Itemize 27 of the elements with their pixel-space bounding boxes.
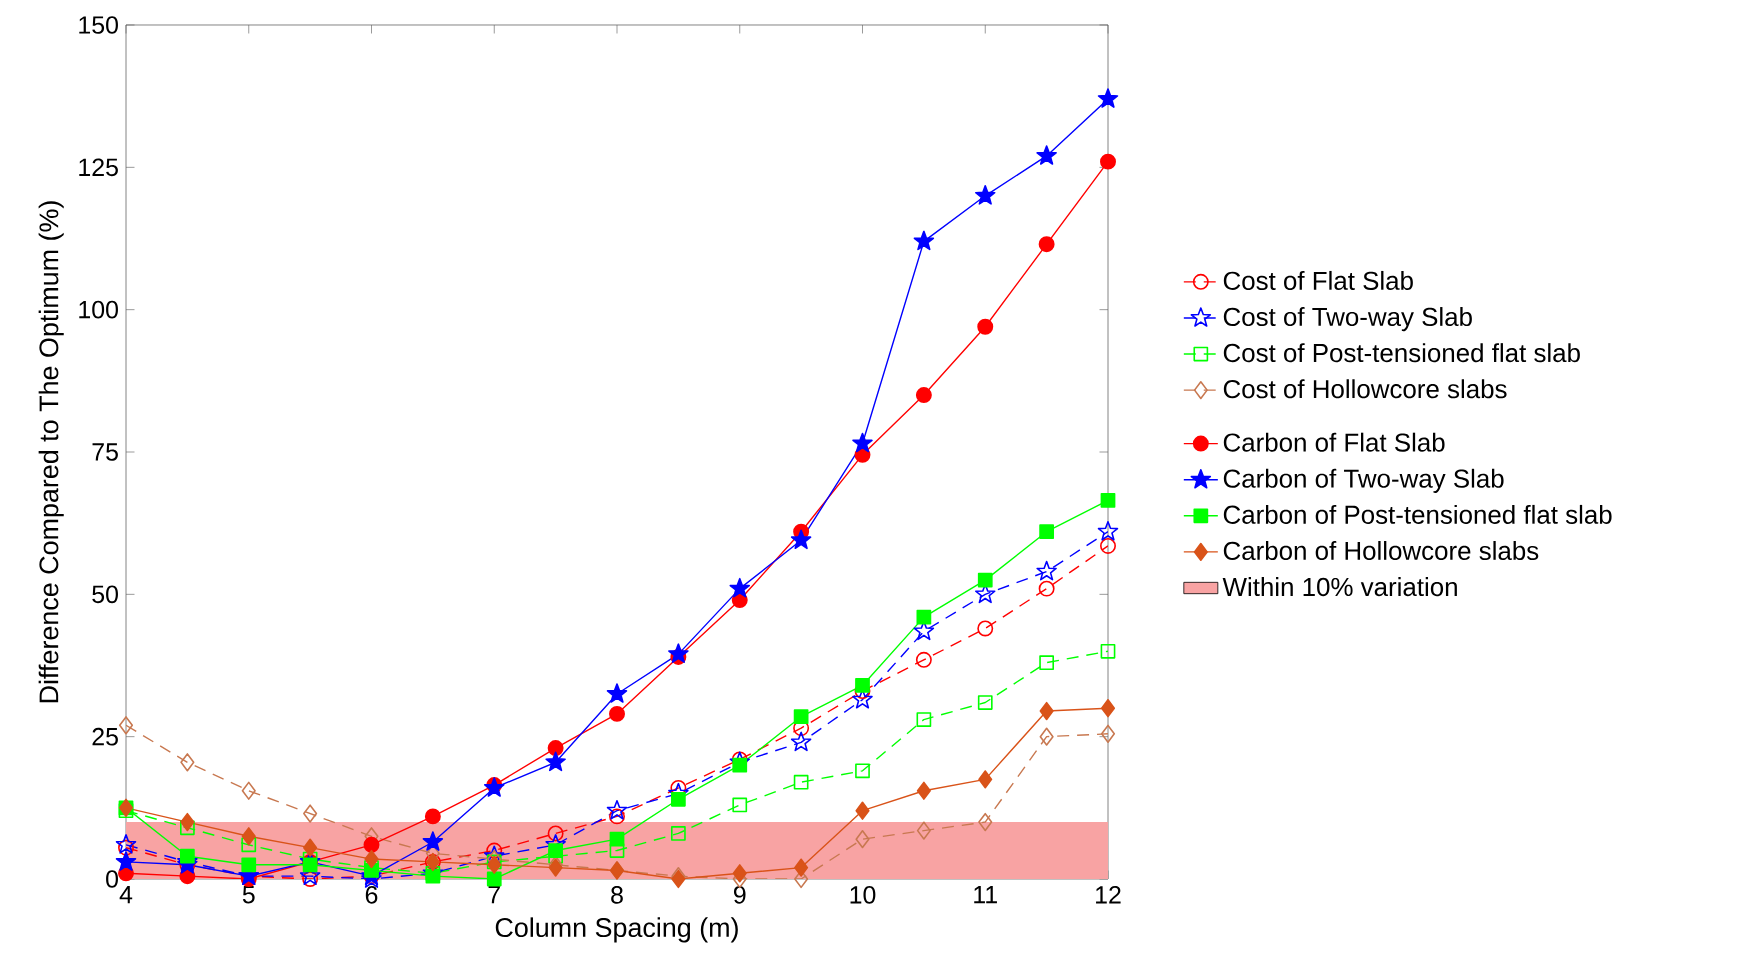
legend-label: Carbon of Post-tensioned flat slab	[1223, 504, 1612, 524]
x-tick-label: 10	[850, 886, 876, 904]
legend-label: Cost of Flat Slab	[1223, 270, 1413, 290]
x-tick-label: 5	[242, 886, 255, 904]
legend-label: Cost of Hollowcore slabs	[1223, 379, 1507, 399]
legend-label: Cost of Post-tensioned flat slab	[1223, 343, 1580, 363]
x-tick-label: 7	[488, 886, 500, 904]
x-axis-title: Column Spacing (m)	[495, 917, 738, 943]
legend-label: Carbon of Flat Slab	[1223, 432, 1445, 452]
legend-label: Within 10% variation	[1222, 577, 1457, 597]
y-tick-label: 25	[92, 727, 118, 746]
legend-label: Carbon of Two-way Slab	[1223, 468, 1504, 493]
y-tick-label: 125	[79, 158, 118, 177]
x-tick-label: 9	[733, 886, 746, 904]
y-tick-label: 100	[79, 300, 118, 319]
y-tick-label: 0	[106, 870, 118, 888]
legend-label: Cost of Two-way Slab	[1223, 307, 1472, 332]
y-tick-label: 75	[92, 443, 118, 461]
y-axis-title: Difference Compared to The Optimum (%)	[38, 201, 64, 703]
x-tick-label: 11	[974, 886, 997, 904]
x-tick-label: 4	[119, 886, 133, 904]
legend-label: Carbon of Hollowcore slabs	[1223, 541, 1539, 561]
y-tick-label: 150	[79, 16, 118, 34]
x-tick-label: 8	[611, 886, 623, 904]
x-tick-label: 6	[365, 886, 378, 904]
x-tick-label: 12	[1096, 886, 1121, 904]
y-tick-label: 50	[92, 585, 118, 604]
